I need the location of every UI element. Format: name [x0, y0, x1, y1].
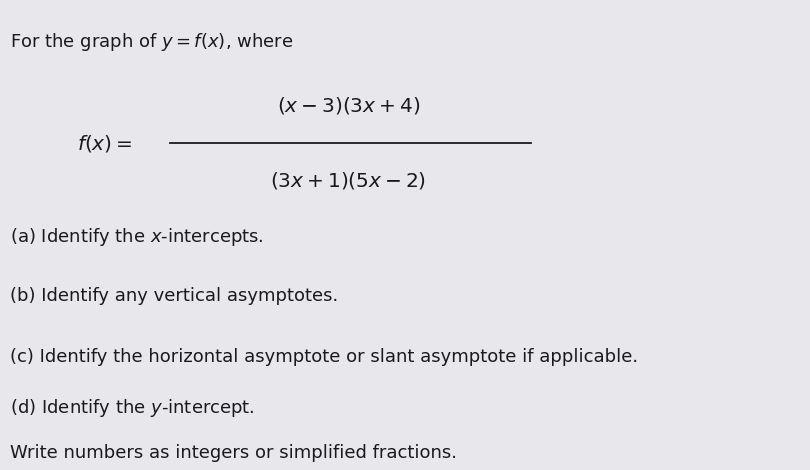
Text: Write numbers as integers or simplified fractions.: Write numbers as integers or simplified … [10, 444, 457, 462]
Text: For the graph of $y = f(x)$, where: For the graph of $y = f(x)$, where [10, 31, 293, 53]
Text: $(x-3)(3x+4)$: $(x-3)(3x+4)$ [277, 95, 420, 116]
Text: (b) Identify any vertical asymptotes.: (b) Identify any vertical asymptotes. [10, 287, 338, 305]
Text: $(3x+1)(5x-2)$: $(3x+1)(5x-2)$ [271, 171, 426, 191]
Text: $f(x) =$: $f(x) =$ [77, 133, 132, 154]
Text: (c) Identify the horizontal asymptote or slant asymptote if applicable.: (c) Identify the horizontal asymptote or… [10, 348, 637, 366]
Text: (a) Identify the $x$-intercepts.: (a) Identify the $x$-intercepts. [10, 226, 263, 248]
Text: (d) Identify the $y$-intercept.: (d) Identify the $y$-intercept. [10, 397, 254, 419]
